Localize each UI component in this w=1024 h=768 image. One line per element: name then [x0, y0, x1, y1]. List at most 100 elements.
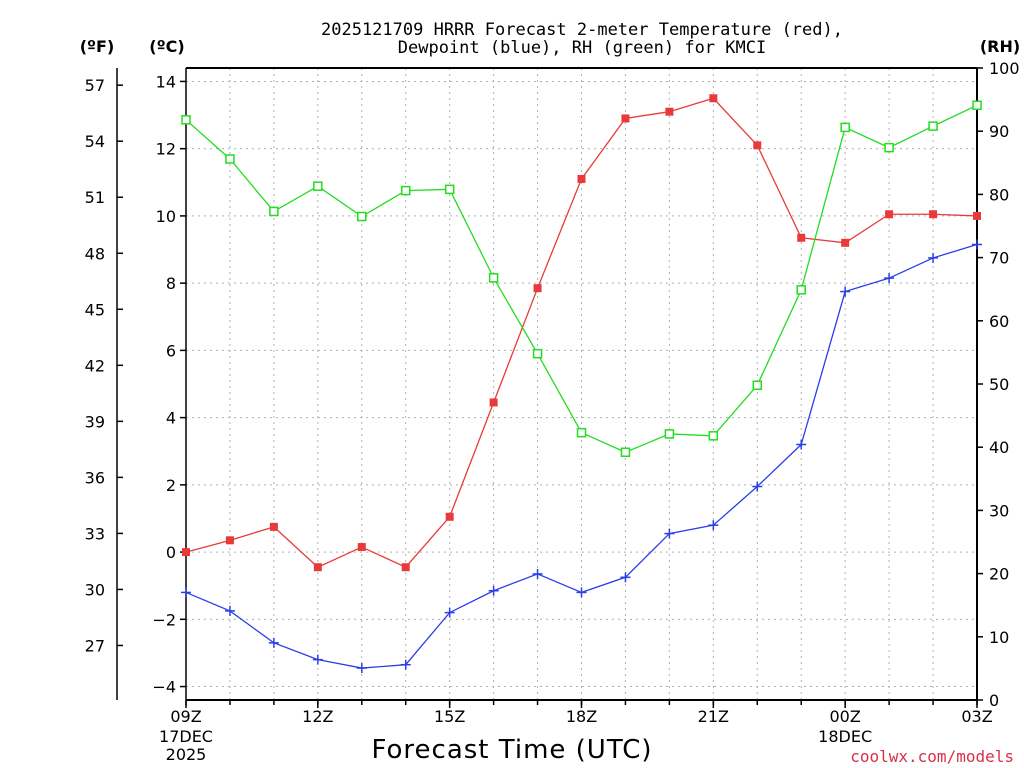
rh-point — [796, 285, 806, 295]
rh-point — [840, 122, 850, 133]
fahrenheit-tick-label: 36 — [85, 468, 105, 487]
celsius-unit-label: (ºC) — [149, 37, 184, 56]
rh-tick-label: 10 — [989, 628, 1009, 647]
rh-point — [313, 181, 323, 191]
fahrenheit-tick-label: 45 — [85, 300, 105, 319]
celsius-tick-label: 2 — [166, 476, 176, 495]
temperature-point — [929, 210, 938, 219]
x-tick-label: 00Z — [830, 707, 861, 726]
celsius-tick-label: 6 — [166, 341, 176, 360]
axes: −4 −2 0 2 4 6 8 10 12 14 27 30 33 36 39 42 45 48 51 54 57 0 10… — [85, 59, 1020, 764]
rh-point — [532, 348, 543, 359]
celsius-tick-label: 14 — [156, 72, 176, 91]
x-tick-label: 15Z — [434, 707, 465, 726]
rh-tick-label: 20 — [989, 565, 1009, 584]
temperature-point — [621, 114, 630, 123]
chart-title-line2: Dewpoint (blue), RH (green) for KMCI — [398, 38, 766, 58]
temperature-point — [841, 238, 850, 247]
rh-point — [181, 115, 191, 125]
fahrenheit-tick-label: 48 — [85, 244, 105, 263]
dewpoint-point — [972, 239, 982, 250]
rh-unit-label: (RH) — [980, 37, 1020, 56]
fahrenheit-unit-label: (ºF) — [80, 37, 115, 56]
temperature-point — [885, 210, 894, 219]
x-date-label: 17DEC — [159, 727, 213, 746]
celsius-tick-label: 12 — [156, 140, 176, 159]
x-tick-label: 12Z — [302, 707, 333, 726]
dewpoint-point — [488, 585, 499, 596]
x-axis-title: Forecast Time (UTC) — [371, 735, 652, 765]
dewpoint-point — [356, 663, 367, 674]
rh-point — [269, 206, 279, 217]
rh-point — [488, 273, 499, 283]
celsius-tick-label: −4 — [152, 678, 176, 697]
rh-point — [664, 429, 675, 439]
dewpoint-point — [840, 286, 851, 297]
fahrenheit-tick-label: 42 — [85, 356, 105, 375]
rh-point — [225, 154, 235, 164]
temperature-point — [533, 284, 542, 293]
dewpoint-point — [400, 659, 411, 670]
x-tick-label: 09Z — [170, 707, 201, 726]
temperature-point — [225, 536, 234, 545]
temperature-point — [313, 563, 322, 572]
dewpoint-point — [620, 572, 631, 583]
rh-tick-label: 80 — [989, 185, 1009, 204]
dewpoint-point — [708, 520, 719, 531]
dewpoint-point — [268, 637, 279, 648]
temperature-point — [489, 398, 498, 407]
temperature-point — [709, 94, 718, 103]
rh-point — [357, 211, 367, 222]
temperature-point — [797, 233, 806, 242]
temperature-point — [357, 543, 366, 552]
temperature-point — [973, 211, 981, 220]
temperature-point — [577, 174, 586, 183]
rh-tick-label: 100 — [989, 59, 1020, 78]
rh-point — [444, 184, 455, 195]
rh-point — [884, 142, 894, 153]
temperature-point — [182, 548, 190, 557]
rh-tick-label: 70 — [989, 249, 1009, 268]
x-date-label: 18DEC — [818, 727, 872, 746]
fahrenheit-tick-label: 57 — [85, 76, 105, 95]
dewpoint-point — [224, 605, 235, 616]
rh-tick-label: 40 — [989, 438, 1009, 457]
rh-tick-label: 0 — [989, 691, 999, 710]
rh-tick-label: 30 — [989, 501, 1009, 520]
rh-point — [752, 380, 763, 391]
fahrenheit-tick-label: 39 — [85, 412, 105, 431]
temperature-point — [445, 512, 454, 521]
dewpoint-point — [664, 528, 675, 539]
x-tick-label: 21Z — [698, 707, 729, 726]
fahrenheit-tick-label: 54 — [85, 132, 105, 151]
dewpoint-point — [796, 439, 807, 450]
dewpoint-point — [884, 273, 895, 284]
celsius-tick-label: 8 — [166, 274, 176, 293]
temperature-point — [665, 107, 674, 116]
fahrenheit-tick-label: 30 — [85, 580, 105, 599]
rh-point — [400, 185, 411, 196]
x-tick-label: 18Z — [566, 707, 597, 726]
rh-tick-label: 90 — [989, 122, 1009, 141]
fahrenheit-tick-label: 33 — [85, 524, 105, 543]
fahrenheit-tick-label: 27 — [85, 636, 105, 655]
dewpoint-point — [752, 481, 763, 492]
rh-point — [972, 100, 982, 111]
dewpoint-point — [928, 252, 939, 263]
x-tick-label: 03Z — [961, 707, 992, 726]
dewpoint-point — [181, 587, 191, 598]
rh-point — [620, 447, 631, 458]
rh-tick-label: 60 — [989, 312, 1009, 331]
x-year-label: 2025 — [166, 745, 207, 764]
rh-tick-label: 50 — [989, 375, 1009, 394]
celsius-tick-label: 4 — [166, 409, 176, 428]
temperature-point — [269, 522, 278, 531]
rh-point — [928, 121, 938, 131]
dewpoint-point — [532, 568, 543, 579]
celsius-tick-label: −2 — [152, 610, 176, 629]
temperature-point — [753, 141, 762, 150]
gridlines — [186, 68, 977, 700]
dewpoint-point — [444, 607, 455, 618]
temperature-point — [401, 563, 410, 572]
